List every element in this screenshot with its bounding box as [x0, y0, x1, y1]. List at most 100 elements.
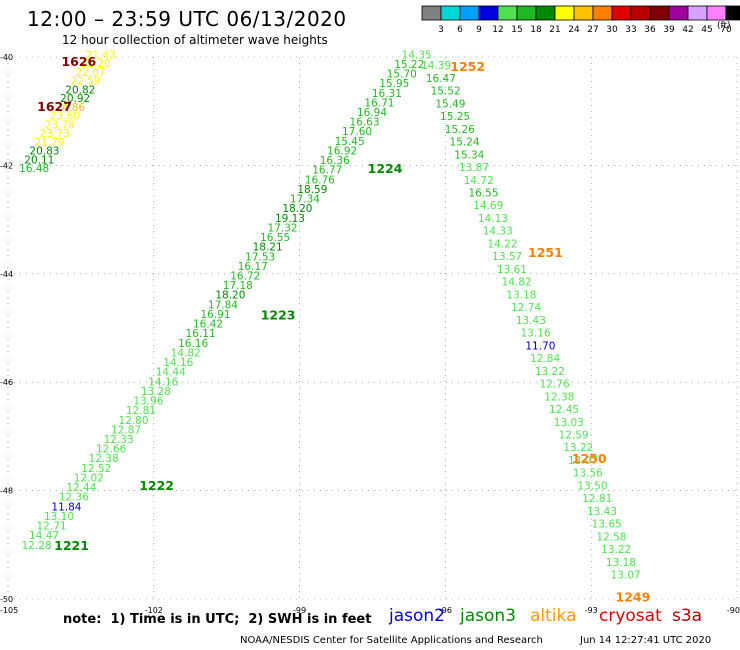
wave-height-label: 12.76	[540, 379, 570, 391]
legend-unit: (ft)	[717, 21, 731, 31]
wave-height-label: 15.70	[387, 69, 417, 81]
wave-height-label: 14.69	[473, 200, 503, 212]
wave-height-label: 12.33	[104, 434, 134, 446]
wave-height-label: 21.43	[86, 49, 116, 61]
wave-height-label: 12.36	[59, 492, 89, 504]
legend-tick-label: 45	[701, 25, 712, 35]
wave-height-label: 13.16	[521, 328, 551, 340]
pass-number-label: 1224	[368, 161, 403, 176]
wave-height-label: 12.81	[582, 493, 612, 505]
wave-height-label: 23.73	[40, 128, 70, 140]
legend-tick-label: 21	[549, 25, 560, 35]
wave-height-label: 13.56	[573, 468, 603, 480]
wave-height-label: 18.20	[215, 290, 245, 302]
page-title: 12:00 – 23:59 UTC 06/13/2020	[27, 7, 347, 31]
wave-height-label: 12.80	[118, 415, 148, 427]
pass-number-label: 1223	[261, 307, 296, 322]
wave-height-label: 12.44	[66, 482, 96, 494]
wave-height-label: 16.55	[468, 188, 498, 200]
wave-height-label: 16.31	[372, 88, 402, 100]
latitude-tick-label: -44	[0, 270, 13, 279]
legend-jason2: jason2	[389, 606, 445, 626]
latitude-tick-label: -50	[0, 595, 13, 604]
wave-height-label: 12.71	[37, 521, 67, 533]
timestamp-text: Jun 14 12:27:41 UTC 2020	[580, 635, 712, 646]
wave-height-label: 12.74	[511, 302, 541, 314]
pass-number-label: 1252	[450, 59, 485, 74]
wave-height-label: 16.48	[19, 163, 49, 175]
wave-height-label: 12.66	[96, 444, 126, 456]
legend-jason3: jason3	[460, 606, 516, 626]
wave-height-label: 19.13	[275, 213, 305, 225]
wave-height-label: 20.11	[24, 154, 54, 166]
legend-tick-label: 3	[438, 25, 444, 35]
wave-height-label: 15.52	[431, 86, 461, 98]
wave-height-label: 18.59	[297, 184, 327, 196]
wave-height-label: 18.20	[282, 203, 312, 215]
legend-tick-label: 70	[720, 25, 732, 35]
wave-height-label: 16.76	[305, 174, 335, 186]
wave-height-label: 13.61	[497, 264, 527, 276]
wave-height-label: 14.82	[502, 277, 532, 289]
wave-height-label: 22.07	[76, 67, 106, 79]
legend-tick-label: 42	[682, 25, 693, 35]
wave-height-label: 16.77	[312, 165, 342, 177]
wave-height-label: 17.53	[245, 251, 275, 263]
latitude-tick-label: -46	[0, 378, 13, 387]
latitude-tick-label: -48	[0, 487, 13, 496]
wave-height-label: 13.22	[563, 442, 593, 454]
legend-tick-label: 12	[492, 25, 503, 35]
wave-height-label: 16.92	[327, 145, 357, 157]
wave-height-label: 24.86	[55, 102, 85, 114]
wave-height-label: 17.18	[223, 280, 253, 292]
legend-altika: altika	[530, 606, 577, 626]
wave-height-label: 14.47	[29, 530, 59, 542]
legend-swatch	[725, 5, 740, 21]
wave-height-label: 15.45	[335, 136, 365, 148]
legend-tick-label: 15	[511, 25, 522, 35]
wave-height-label: 16.55	[260, 232, 290, 244]
wave-height-label: 13.22	[601, 544, 631, 556]
wave-height-label: 13.07	[611, 570, 641, 582]
wave-height-label: 13.65	[592, 519, 622, 531]
wave-height-label: 14.16	[163, 357, 193, 369]
wave-height-color-legend: 3 6 9 12 15 18 21 24 27 30 33 36 39 42 45 70	[421, 5, 740, 35]
wave-height-label: 14.16	[148, 376, 178, 388]
wave-height-label: 15.24	[450, 137, 480, 149]
wave-height-label: 15.22	[394, 59, 424, 71]
wave-height-label: 15.49	[435, 98, 465, 110]
wave-height-label: 20.82	[65, 84, 95, 96]
wave-height-label: 13.96	[133, 396, 163, 408]
wave-height-label: 17.32	[268, 222, 298, 234]
wave-height-label: 11.84	[51, 501, 81, 513]
wave-height-label: 16.71	[364, 97, 394, 109]
wave-height-label: 14.35	[402, 49, 432, 61]
longitude-tick-label: -90	[727, 606, 740, 615]
wave-height-label: 14.44	[156, 367, 186, 379]
wave-height-label: 13.28	[141, 386, 171, 398]
wave-height-label: 13.18	[606, 557, 636, 569]
wave-height-label: 13.43	[587, 506, 617, 518]
legend-tick-label: 36	[644, 25, 656, 35]
wave-height-label: 12.02	[74, 472, 104, 484]
wave-height-label: 16.16	[178, 338, 208, 350]
longitude-tick-label: -105	[0, 606, 18, 615]
wave-height-label: 23.60	[50, 111, 80, 123]
wave-height-label: 14.39	[421, 60, 451, 72]
pass-number-label: 1627	[37, 99, 72, 114]
wave-height-label: 13.43	[516, 315, 546, 327]
wave-height-label: 18.21	[253, 242, 283, 254]
legend-tick-label: 18	[530, 25, 542, 35]
wave-height-label: 22.20	[81, 58, 111, 70]
wave-height-label: 16.91	[200, 309, 230, 321]
wave-height-label: 14.22	[487, 238, 517, 250]
wave-height-label: 16.42	[193, 319, 223, 331]
wave-height-label: 16.11	[186, 328, 216, 340]
wave-height-label: 12.28	[22, 540, 52, 552]
wave-height-label: 12.59	[559, 430, 589, 442]
wave-height-label: 12.38	[544, 391, 574, 403]
wave-height-label: 15.25	[440, 111, 470, 123]
latitude-tick-label: -42	[0, 161, 13, 170]
wave-height-label: 16.63	[349, 117, 379, 129]
legend-s3a: s3a	[672, 606, 703, 626]
